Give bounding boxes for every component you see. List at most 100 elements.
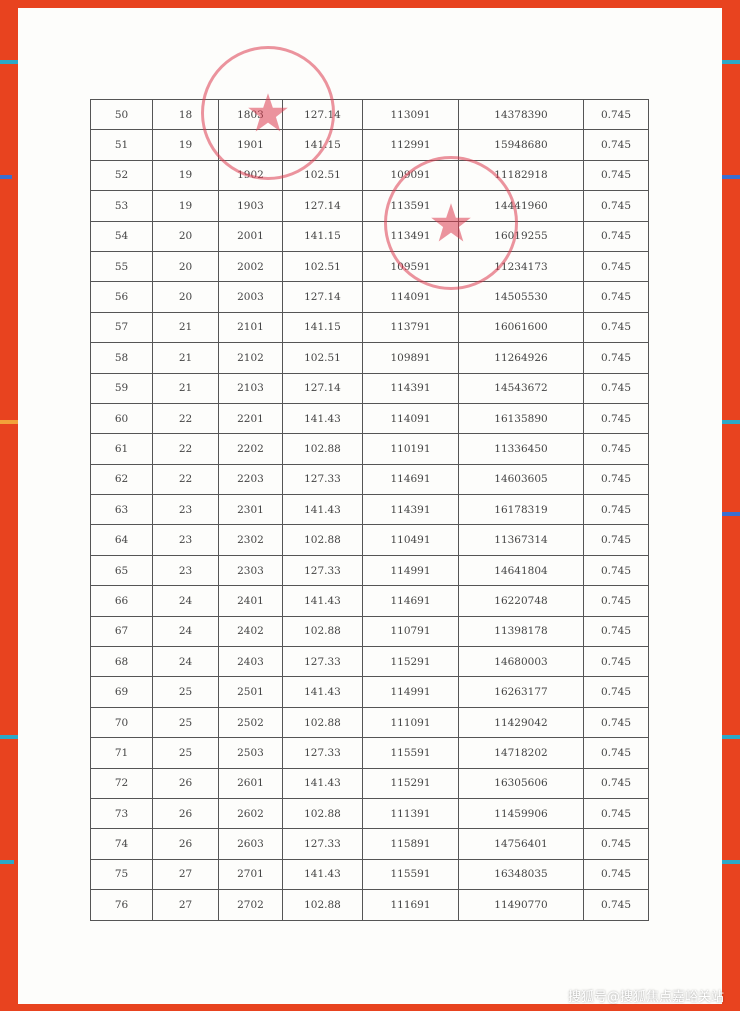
row-number-cell: 70 <box>90 706 153 739</box>
total-price-cell: 16263177 <box>458 676 584 708</box>
row-number-cell: 65 <box>90 554 153 587</box>
area-cell: 102.51 <box>282 342 363 374</box>
floor-cell: 22 <box>152 433 219 465</box>
table-row: 59 21 2103 127.14 114391 14543672 0.745 <box>90 372 649 404</box>
area-cell: 127.33 <box>282 463 363 496</box>
area-cell: 141.43 <box>282 676 363 708</box>
unit-cell: 2603 <box>218 828 283 860</box>
unit-price-cell: 111391 <box>362 797 459 830</box>
floor-cell: 23 <box>152 524 219 556</box>
unit-cell: 2101 <box>218 311 283 344</box>
unit-cell: 2402 <box>218 615 283 648</box>
unit-price-cell: 114691 <box>362 585 459 617</box>
row-number-cell: 53 <box>90 190 153 222</box>
ratio-cell: 0.745 <box>583 220 649 252</box>
table-row: 51 19 1901 141.15 112991 15948680 0.745 <box>90 129 649 161</box>
area-cell: 141.15 <box>282 129 363 161</box>
row-number-cell: 66 <box>90 585 153 617</box>
area-cell: 141.43 <box>282 402 363 435</box>
unit-price-cell: 114391 <box>362 494 459 526</box>
unit-price-cell: 109591 <box>362 250 459 283</box>
total-price-cell: 16061600 <box>458 311 584 344</box>
total-price-cell: 14718202 <box>458 737 584 769</box>
ratio-cell: 0.745 <box>583 433 649 465</box>
area-cell: 127.14 <box>282 281 363 313</box>
table-row: 75 27 2701 141.43 115591 16348035 0.745 <box>90 858 649 891</box>
area-cell: 127.33 <box>282 737 363 769</box>
ratio-cell: 0.745 <box>583 342 649 374</box>
ratio-cell: 0.745 <box>583 615 649 648</box>
row-number-cell: 75 <box>90 858 153 891</box>
unit-price-cell: 114091 <box>362 281 459 313</box>
ratio-cell: 0.745 <box>583 889 649 921</box>
unit-price-cell: 115591 <box>362 737 459 769</box>
table-row: 55 20 2002 102.51 109591 11234173 0.745 <box>90 250 649 283</box>
ratio-cell: 0.745 <box>583 463 649 496</box>
row-number-cell: 74 <box>90 828 153 860</box>
unit-cell: 2102 <box>218 342 283 374</box>
floor-cell: 27 <box>152 858 219 891</box>
total-price-cell: 16220748 <box>458 585 584 617</box>
total-price-cell: 11234173 <box>458 250 584 283</box>
unit-cell: 1803 <box>218 98 283 131</box>
floor-cell: 25 <box>152 676 219 708</box>
ratio-cell: 0.745 <box>583 706 649 739</box>
floor-cell: 26 <box>152 797 219 830</box>
unit-price-cell: 112991 <box>362 129 459 161</box>
table-row: 56 20 2003 127.14 114091 14505530 0.745 <box>90 281 649 313</box>
floor-cell: 24 <box>152 646 219 678</box>
unit-price-cell: 115591 <box>362 858 459 891</box>
area-cell: 127.33 <box>282 828 363 860</box>
unit-cell: 2301 <box>218 494 283 526</box>
row-number-cell: 60 <box>90 402 153 435</box>
table-row: 72 26 2601 141.43 115291 16305606 0.745 <box>90 767 649 799</box>
unit-cell: 2502 <box>218 706 283 739</box>
floor-cell: 19 <box>152 129 219 161</box>
area-cell: 141.43 <box>282 858 363 891</box>
area-cell: 141.43 <box>282 585 363 617</box>
unit-cell: 2201 <box>218 402 283 435</box>
unit-cell: 2702 <box>218 889 283 921</box>
total-price-cell: 16348035 <box>458 858 584 891</box>
table-row: 70 25 2502 102.88 111091 11429042 0.745 <box>90 706 649 739</box>
area-cell: 141.15 <box>282 311 363 344</box>
floor-cell: 21 <box>152 372 219 404</box>
ratio-cell: 0.745 <box>583 311 649 344</box>
unit-price-cell: 109891 <box>362 342 459 374</box>
unit-cell: 2103 <box>218 372 283 404</box>
ratio-cell: 0.745 <box>583 250 649 283</box>
unit-price-cell: 110791 <box>362 615 459 648</box>
ratio-cell: 0.745 <box>583 585 649 617</box>
ratio-cell: 0.745 <box>583 372 649 404</box>
area-cell: 102.88 <box>282 797 363 830</box>
unit-cell: 2202 <box>218 433 283 465</box>
area-cell: 141.15 <box>282 220 363 252</box>
total-price-cell: 14378390 <box>458 98 584 131</box>
floor-cell: 22 <box>152 402 219 435</box>
row-number-cell: 52 <box>90 159 153 192</box>
ratio-cell: 0.745 <box>583 494 649 526</box>
total-price-cell: 11490770 <box>458 889 584 921</box>
table-row: 64 23 2302 102.88 110491 11367314 0.745 <box>90 524 649 556</box>
table-row: 60 22 2201 141.43 114091 16135890 0.745 <box>90 402 649 435</box>
floor-cell: 18 <box>152 98 219 131</box>
total-price-cell: 15948680 <box>458 129 584 161</box>
unit-price-cell: 115291 <box>362 646 459 678</box>
row-number-cell: 76 <box>90 889 153 921</box>
total-price-cell: 14441960 <box>458 190 584 222</box>
table-row: 73 26 2602 102.88 111391 11459906 0.745 <box>90 797 649 830</box>
area-cell: 141.43 <box>282 767 363 799</box>
ratio-cell: 0.745 <box>583 737 649 769</box>
unit-cell: 2403 <box>218 646 283 678</box>
area-cell: 102.51 <box>282 250 363 283</box>
unit-cell: 2401 <box>218 585 283 617</box>
unit-cell: 1901 <box>218 129 283 161</box>
row-number-cell: 51 <box>90 129 153 161</box>
table-row: 74 26 2603 127.33 115891 14756401 0.745 <box>90 828 649 860</box>
total-price-cell: 16305606 <box>458 767 584 799</box>
unit-price-cell: 110491 <box>362 524 459 556</box>
ratio-cell: 0.745 <box>583 159 649 192</box>
floor-cell: 20 <box>152 281 219 313</box>
floor-cell: 21 <box>152 311 219 344</box>
area-cell: 102.88 <box>282 615 363 648</box>
